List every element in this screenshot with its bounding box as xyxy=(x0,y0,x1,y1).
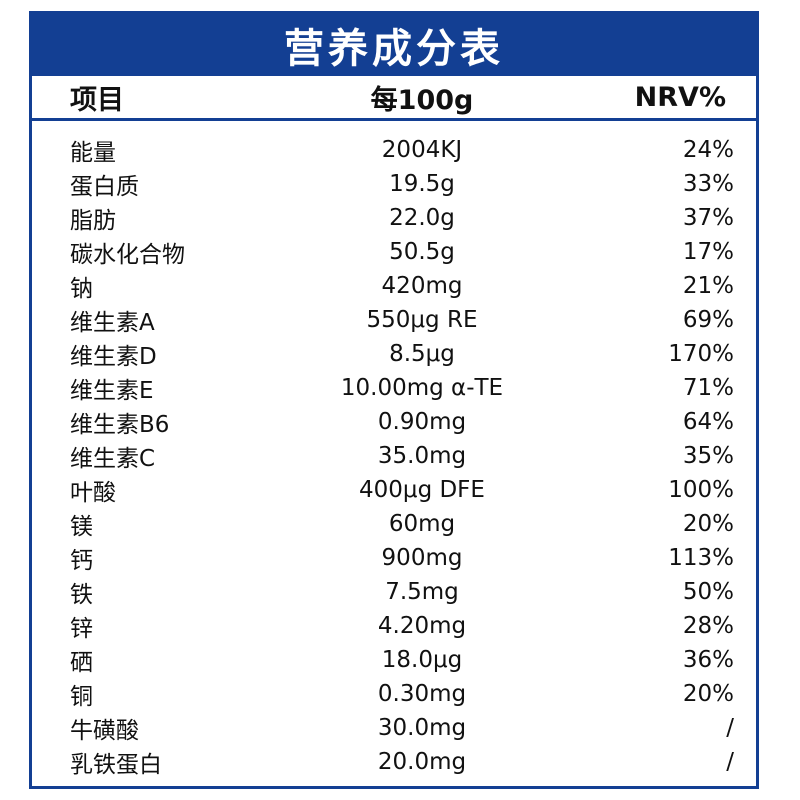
nutrient-name: 脂肪 xyxy=(70,208,116,234)
nutrient-nrv: 71% xyxy=(682,375,734,401)
nutrient-amount: 0.90mg xyxy=(377,409,467,435)
table-body: 能量 2004KJ 24% 蛋白质 19.5g 33% 脂肪 22.0g 37% 碳水化合物 50.… xyxy=(32,121,756,779)
nutrient-nrv: 35% xyxy=(682,443,734,469)
nutrient-name: 钙 xyxy=(70,548,93,574)
nutrient-amount: 10.00mg α-TE xyxy=(340,375,504,401)
table-row: 锌 4.20mg 28% xyxy=(32,609,756,643)
header-row: 项目 每100g NRV% xyxy=(32,76,756,118)
table-row: 牛磺酸 30.0mg / xyxy=(32,711,756,745)
table-row: 乳铁蛋白 20.0mg / xyxy=(32,745,756,779)
nutrient-name: 乳铁蛋白 xyxy=(70,752,162,778)
nutrient-nrv: / xyxy=(726,715,734,741)
table-row: 叶酸 400μg DFE 100% xyxy=(32,473,756,507)
table-row: 维生素D 8.5μg 170% xyxy=(32,337,756,371)
nutrient-amount: 60mg xyxy=(388,511,456,537)
nutrient-amount: 400μg DFE xyxy=(359,477,485,503)
table-row: 铁 7.5mg 50% xyxy=(32,575,756,609)
nutrient-name: 钠 xyxy=(70,276,93,302)
nutrient-name: 维生素B6 xyxy=(70,412,170,438)
nutrient-name: 锌 xyxy=(70,616,93,642)
nutrient-amount: 30.0mg xyxy=(377,715,467,741)
table-row: 维生素C 35.0mg 35% xyxy=(32,439,756,473)
nutrient-amount: 900mg xyxy=(381,545,463,571)
nutrient-amount: 0.30mg xyxy=(377,681,467,707)
nutrient-nrv: 36% xyxy=(682,647,734,673)
nutrient-amount: 8.5μg xyxy=(389,341,455,367)
nutrient-amount: 18.0μg xyxy=(381,647,463,673)
nutrient-nrv: 24% xyxy=(682,137,734,163)
nutrition-table: 营养成分表 项目 每100g NRV% 能量 2004KJ 24% 蛋白质 19.5g 3… xyxy=(29,11,759,789)
table-title: 营养成分表 xyxy=(32,14,756,76)
nutrient-amount: 550μg RE xyxy=(366,307,478,333)
nutrient-name: 维生素D xyxy=(70,344,157,370)
nutrient-amount: 7.5mg xyxy=(385,579,459,605)
nutrient-name: 碳水化合物 xyxy=(70,242,185,268)
table-row: 钙 900mg 113% xyxy=(32,541,756,575)
nutrient-nrv: 17% xyxy=(682,239,734,265)
nutrient-nrv: 113% xyxy=(668,545,734,571)
table-row: 钠 420mg 21% xyxy=(32,269,756,303)
nutrient-nrv: 170% xyxy=(668,341,734,367)
nutrient-amount: 35.0mg xyxy=(377,443,467,469)
nutrient-nrv: 20% xyxy=(682,511,734,537)
nutrient-amount: 50.5g xyxy=(389,239,455,265)
nutrient-name: 维生素A xyxy=(70,310,155,336)
nutrient-name: 镁 xyxy=(70,514,93,540)
nutrient-name: 维生素E xyxy=(70,378,154,404)
nutrient-name: 铜 xyxy=(70,684,93,710)
table-row: 铜 0.30mg 20% xyxy=(32,677,756,711)
table-row: 脂肪 22.0g 37% xyxy=(32,201,756,235)
nutrient-amount: 2004KJ xyxy=(381,137,463,163)
nutrient-nrv: 37% xyxy=(682,205,734,231)
table-row: 碳水化合物 50.5g 17% xyxy=(32,235,756,269)
header-per100g: 每100g xyxy=(370,84,474,116)
nutrient-nrv: 100% xyxy=(668,477,734,503)
table-row: 硒 18.0μg 36% xyxy=(32,643,756,677)
table-row: 维生素E 10.00mg α-TE 71% xyxy=(32,371,756,405)
nutrient-name: 能量 xyxy=(70,140,116,166)
table-row: 蛋白质 19.5g 33% xyxy=(32,167,756,201)
nutrient-nrv: 20% xyxy=(682,681,734,707)
nutrient-nrv: 69% xyxy=(682,307,734,333)
nutrient-name: 维生素C xyxy=(70,446,156,472)
table-row: 维生素B6 0.90mg 64% xyxy=(32,405,756,439)
table-row: 能量 2004KJ 24% xyxy=(32,133,756,167)
header-divider xyxy=(32,118,756,121)
nutrient-amount: 4.20mg xyxy=(377,613,467,639)
nutrient-amount: 22.0g xyxy=(389,205,455,231)
table-row: 维生素A 550μg RE 69% xyxy=(32,303,756,337)
nutrient-name: 硒 xyxy=(70,650,93,676)
nutrient-nrv: 64% xyxy=(682,409,734,435)
nutrient-name: 叶酸 xyxy=(70,480,116,506)
nutrient-nrv: / xyxy=(726,749,734,775)
nutrient-nrv: 33% xyxy=(682,171,734,197)
header-nrv: NRV% xyxy=(634,81,726,113)
nutrient-nrv: 21% xyxy=(682,273,734,299)
nutrient-amount: 420mg xyxy=(381,273,463,299)
nutrient-amount: 19.5g xyxy=(389,171,455,197)
nutrient-nrv: 50% xyxy=(682,579,734,605)
nutrient-name: 蛋白质 xyxy=(70,174,139,200)
nutrient-name: 铁 xyxy=(70,582,93,608)
nutrient-amount: 20.0mg xyxy=(377,749,467,775)
header-item: 项目 xyxy=(70,84,124,116)
nutrient-name: 牛磺酸 xyxy=(70,718,139,744)
nutrient-nrv: 28% xyxy=(682,613,734,639)
table-row: 镁 60mg 20% xyxy=(32,507,756,541)
